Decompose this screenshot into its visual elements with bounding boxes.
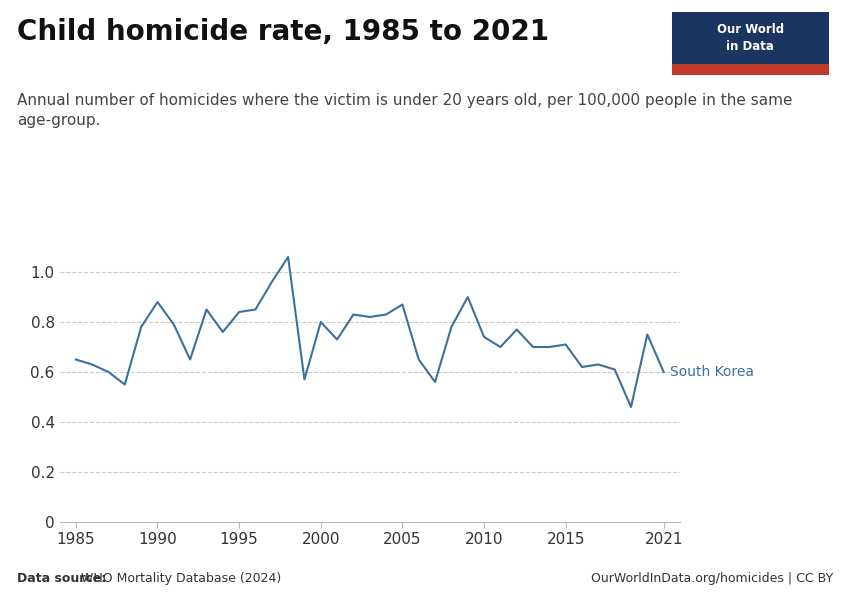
- Text: WHO Mortality Database (2024): WHO Mortality Database (2024): [81, 572, 281, 585]
- Text: Our World: Our World: [717, 23, 784, 36]
- Text: South Korea: South Korea: [670, 365, 754, 379]
- FancyBboxPatch shape: [672, 12, 829, 75]
- Text: Child homicide rate, 1985 to 2021: Child homicide rate, 1985 to 2021: [17, 18, 549, 46]
- Text: in Data: in Data: [726, 40, 774, 53]
- Text: OurWorldInData.org/homicides | CC BY: OurWorldInData.org/homicides | CC BY: [591, 572, 833, 585]
- Text: Annual number of homicides where the victim is under 20 years old, per 100,000 p: Annual number of homicides where the vic…: [17, 93, 792, 128]
- FancyBboxPatch shape: [672, 64, 829, 75]
- Text: Data source:: Data source:: [17, 572, 110, 585]
